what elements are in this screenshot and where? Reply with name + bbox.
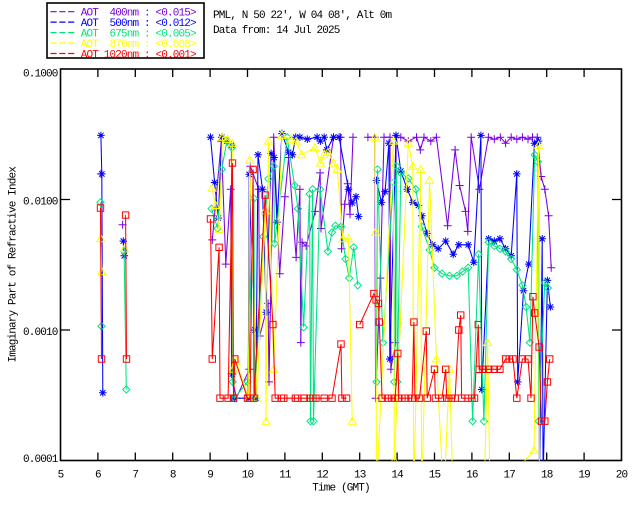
svg-text:16: 16: [466, 470, 478, 482]
svg-text:9: 9: [207, 470, 213, 482]
svg-text:14: 14: [391, 470, 404, 482]
svg-text:8: 8: [170, 470, 176, 482]
svg-text:Imaginary Part of Refractive I: Imaginary Part of Refractive Index: [7, 166, 19, 363]
svg-text:6: 6: [95, 470, 101, 482]
svg-text:15: 15: [429, 470, 441, 482]
svg-text:AOT 675nm : <0.005>: AOT 675nm : <0.005>: [81, 29, 196, 41]
svg-text:PML, N 50 22', W 04 08', Alt 0: PML, N 50 22', W 04 08', Alt 0m: [213, 10, 393, 22]
svg-text:11: 11: [279, 470, 292, 482]
svg-text:19: 19: [578, 470, 590, 482]
svg-text:13: 13: [354, 470, 366, 482]
svg-text:0.0001: 0.0001: [23, 454, 59, 466]
svg-text:0.1000: 0.1000: [23, 69, 58, 81]
svg-text:12: 12: [317, 470, 329, 482]
svg-text:AOT 500nm : <0.012>: AOT 500nm : <0.012>: [81, 18, 196, 30]
svg-text:Time (GMT): Time (GMT): [312, 482, 370, 494]
svg-text:5: 5: [58, 470, 64, 482]
svg-text:20: 20: [616, 470, 628, 482]
svg-text:0.0100: 0.0100: [23, 196, 58, 208]
svg-text:10: 10: [242, 470, 254, 482]
svg-text:AOT 400nm : <0.015>: AOT 400nm : <0.015>: [81, 8, 196, 20]
svg-text:Data from: 14 Jul 2025: Data from: 14 Jul 2025: [213, 25, 340, 37]
svg-text:7: 7: [132, 470, 138, 482]
svg-text:0.0010: 0.0010: [23, 327, 58, 339]
svg-text:AOT 870nm : <0.008>: AOT 870nm : <0.008>: [81, 39, 196, 51]
svg-text:17: 17: [504, 470, 516, 482]
svg-text:18: 18: [541, 470, 553, 482]
svg-text:AOT 1020nm : <0.001>: AOT 1020nm : <0.001>: [81, 49, 196, 61]
